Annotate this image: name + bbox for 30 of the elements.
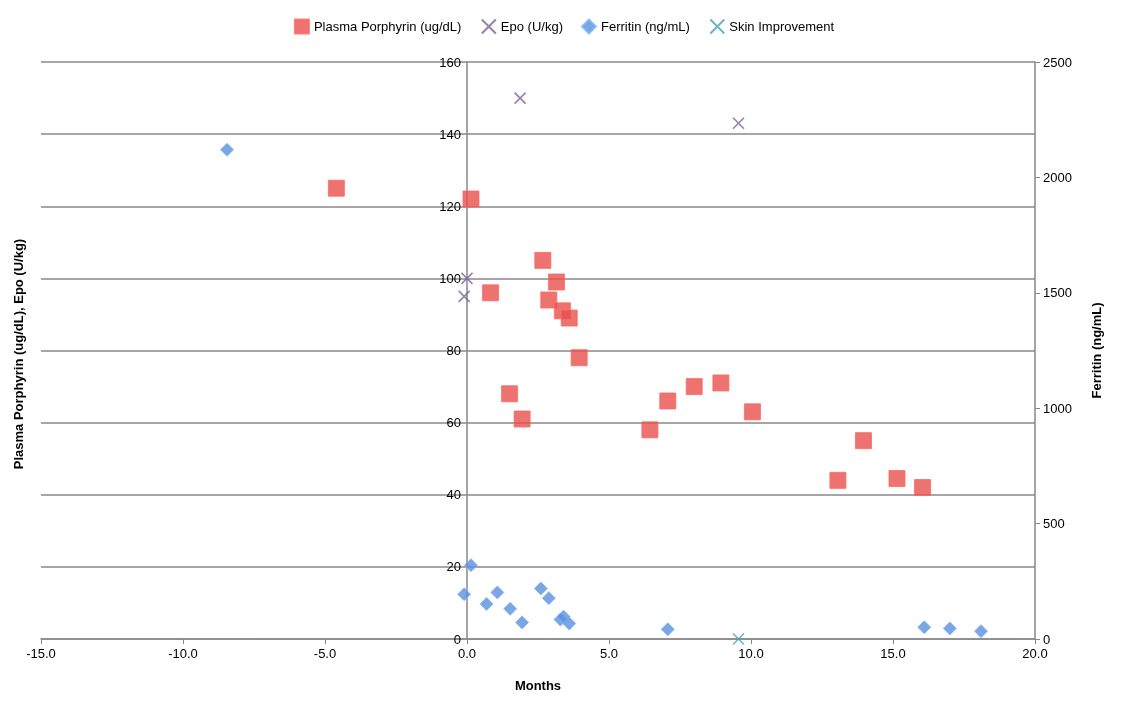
legend-label: Epo (U/kg) [500, 19, 563, 34]
y-tick-label: 120 [439, 198, 461, 214]
y2-tick-label: 1000 [1043, 400, 1072, 416]
x-tick-label: 0.0 [457, 646, 477, 661]
y2-tick-label: 500 [1043, 516, 1065, 532]
x-tick-label: -15.0 [26, 646, 56, 661]
y2-tick-label: 0 [1043, 631, 1051, 647]
y-tick-label: 40 [446, 487, 461, 503]
y-tick-label: 80 [446, 343, 461, 358]
y-tick-label: 20 [446, 559, 461, 575]
legend-label: Ferritin (ng/mL) [600, 19, 690, 34]
x-tick-label: -5.0 [313, 646, 337, 661]
y-axis-title: Plasma Porphyrin (ug/dL), Epo (U/kg) [11, 238, 26, 470]
legend-label: Plasma Porphyrin (ug/dL) [313, 19, 462, 34]
y2-tick-label: 2000 [1043, 169, 1072, 185]
y-tick-label: 140 [439, 126, 461, 142]
x-tick-label: -10.0 [168, 646, 198, 661]
x-tick-label: 5.0 [599, 646, 619, 661]
x-tick-label: 10.0 [738, 646, 764, 661]
x-tick-label: 20.0 [1022, 646, 1048, 661]
y-tick-label: 160 [439, 54, 461, 70]
y2-tick-label: 2500 [1043, 54, 1072, 70]
x-axis-title: Months [514, 678, 562, 693]
y2-tick-label: 1500 [1043, 285, 1072, 301]
x-tick-label: 15.0 [880, 646, 906, 661]
legend-label: Skin Improvement [729, 19, 835, 34]
y-tick-label: 0 [453, 631, 461, 647]
y2-axis-title: Ferritin (ng/mL) [1089, 302, 1104, 399]
y-tick-label: 100 [439, 270, 461, 286]
y-tick-label: 60 [446, 415, 461, 431]
